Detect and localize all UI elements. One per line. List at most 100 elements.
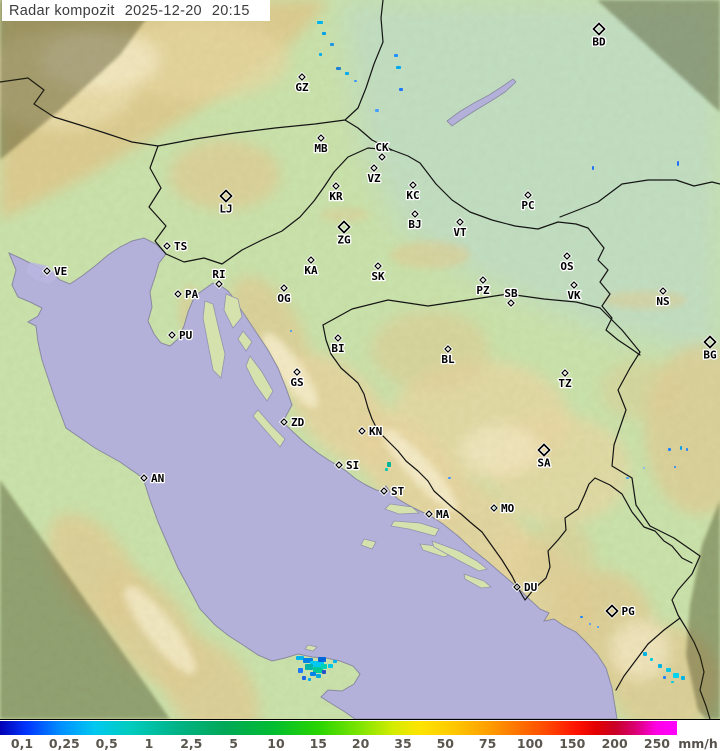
radar-echo xyxy=(673,673,679,678)
city-marker-zg: ZG xyxy=(336,219,352,248)
city-diamond-icon xyxy=(317,134,325,142)
city-diamond-icon xyxy=(215,280,223,288)
city-diamond-icon xyxy=(703,335,717,349)
city-label-lj: LJ xyxy=(219,203,232,216)
city-label-ns: NS xyxy=(656,295,669,308)
city-marker-si: SI xyxy=(333,458,361,473)
radar-echo xyxy=(592,166,594,170)
city-marker-og: OG xyxy=(276,282,292,306)
city-diamond-icon xyxy=(409,181,417,189)
city-diamond-icon xyxy=(605,604,619,618)
city-marker-ri: RI xyxy=(211,267,227,290)
city-label-pc: PC xyxy=(521,199,534,212)
radar-echo xyxy=(681,676,685,680)
city-label-bi: BI xyxy=(331,342,344,355)
city-diamond-icon xyxy=(140,474,148,482)
city-diamond-icon xyxy=(163,242,171,250)
radar-echo xyxy=(677,161,679,166)
city-label-ka: KA xyxy=(304,264,318,277)
radar-echo xyxy=(589,623,591,625)
city-diamond-icon xyxy=(337,220,351,234)
city-label-bj: BJ xyxy=(408,218,421,231)
adriatic-sea xyxy=(8,237,618,719)
city-label-du: DU xyxy=(524,581,538,594)
city-marker-zd: ZD xyxy=(278,415,306,430)
city-marker-sk: SK xyxy=(370,260,386,284)
venice-lagoon xyxy=(26,262,58,284)
legend-value: 20 xyxy=(351,736,370,751)
city-label-pz: PZ xyxy=(476,284,490,297)
city-label-sk: SK xyxy=(371,270,385,283)
city-marker-ns: NS xyxy=(655,285,671,309)
radar-echo xyxy=(385,468,388,471)
city-diamond-icon xyxy=(293,368,301,376)
radar-echo xyxy=(298,668,303,673)
city-label-st: ST xyxy=(391,485,405,498)
city-marker-pg: PG xyxy=(604,603,636,619)
city-diamond-icon xyxy=(334,334,342,342)
city-marker-kn: KN xyxy=(356,424,384,439)
radar-echo xyxy=(686,448,688,451)
city-marker-ka: KA xyxy=(303,254,319,278)
radar-echo xyxy=(310,661,324,667)
radar-echo xyxy=(394,54,398,57)
radar-echo xyxy=(663,676,666,679)
title-time: 20:15 xyxy=(211,2,250,19)
city-marker-sa: SA xyxy=(536,442,552,471)
radar-echo xyxy=(322,670,326,674)
city-marker-bj: BJ xyxy=(407,208,423,232)
city-label-kn: KN xyxy=(369,425,382,438)
radar-echo xyxy=(354,80,357,82)
radar-echo xyxy=(345,72,349,75)
radar-echo xyxy=(318,657,326,662)
radar-echo xyxy=(375,109,379,112)
radar-echo xyxy=(330,43,334,46)
legend-value: 50 xyxy=(436,736,454,751)
radar-echo xyxy=(658,664,662,668)
city-label-an: AN xyxy=(151,472,164,485)
radar-echo xyxy=(328,664,333,668)
radar-echo xyxy=(313,667,323,673)
city-marker-lj: LJ xyxy=(218,188,234,217)
city-marker-os: OS xyxy=(559,250,575,274)
city-label-vk: VK xyxy=(567,289,581,302)
city-label-vz: VZ xyxy=(367,172,381,185)
city-label-bg: BG xyxy=(703,349,717,362)
city-diamond-icon xyxy=(425,510,433,518)
city-diamond-icon xyxy=(570,281,578,289)
radar-echo xyxy=(336,67,341,70)
city-label-bl: BL xyxy=(441,353,455,366)
city-label-sb: SB xyxy=(504,287,518,300)
city-label-og: OG xyxy=(277,292,291,305)
city-diamond-icon xyxy=(174,290,182,298)
radar-echo xyxy=(626,477,629,479)
city-marker-sb: SB xyxy=(503,286,519,309)
app-title: Radar kompozit xyxy=(9,2,115,19)
city-diamond-icon xyxy=(378,153,386,161)
radar-echo xyxy=(296,656,304,660)
city-marker-vt: VT xyxy=(452,216,468,240)
radar-echo xyxy=(668,448,671,451)
city-marker-ve: VE xyxy=(41,264,69,279)
radar-echo xyxy=(448,477,451,479)
city-marker-kc: KC xyxy=(405,179,421,203)
city-diamond-icon xyxy=(456,218,464,226)
city-diamond-icon xyxy=(168,331,176,339)
city-label-ve: VE xyxy=(54,265,67,278)
city-diamond-icon xyxy=(563,252,571,260)
city-marker-gs: GS xyxy=(289,366,305,390)
city-diamond-icon xyxy=(507,299,515,307)
city-marker-vk: VK xyxy=(566,279,582,303)
radar-echo xyxy=(650,658,653,661)
radar-echo xyxy=(321,664,327,669)
city-label-gs: GS xyxy=(290,376,303,389)
title-bar: Radar kompozit 2025-12-20 20:15 xyxy=(2,0,270,21)
city-label-pa: PA xyxy=(185,288,199,301)
radar-echo xyxy=(396,66,401,69)
city-marker-ts: TS xyxy=(161,239,189,254)
city-marker-pz: PZ xyxy=(475,274,491,298)
city-marker-pa: PA xyxy=(172,287,200,302)
adriatic-islands xyxy=(202,293,492,652)
legend-unit: mm/h xyxy=(678,736,718,751)
